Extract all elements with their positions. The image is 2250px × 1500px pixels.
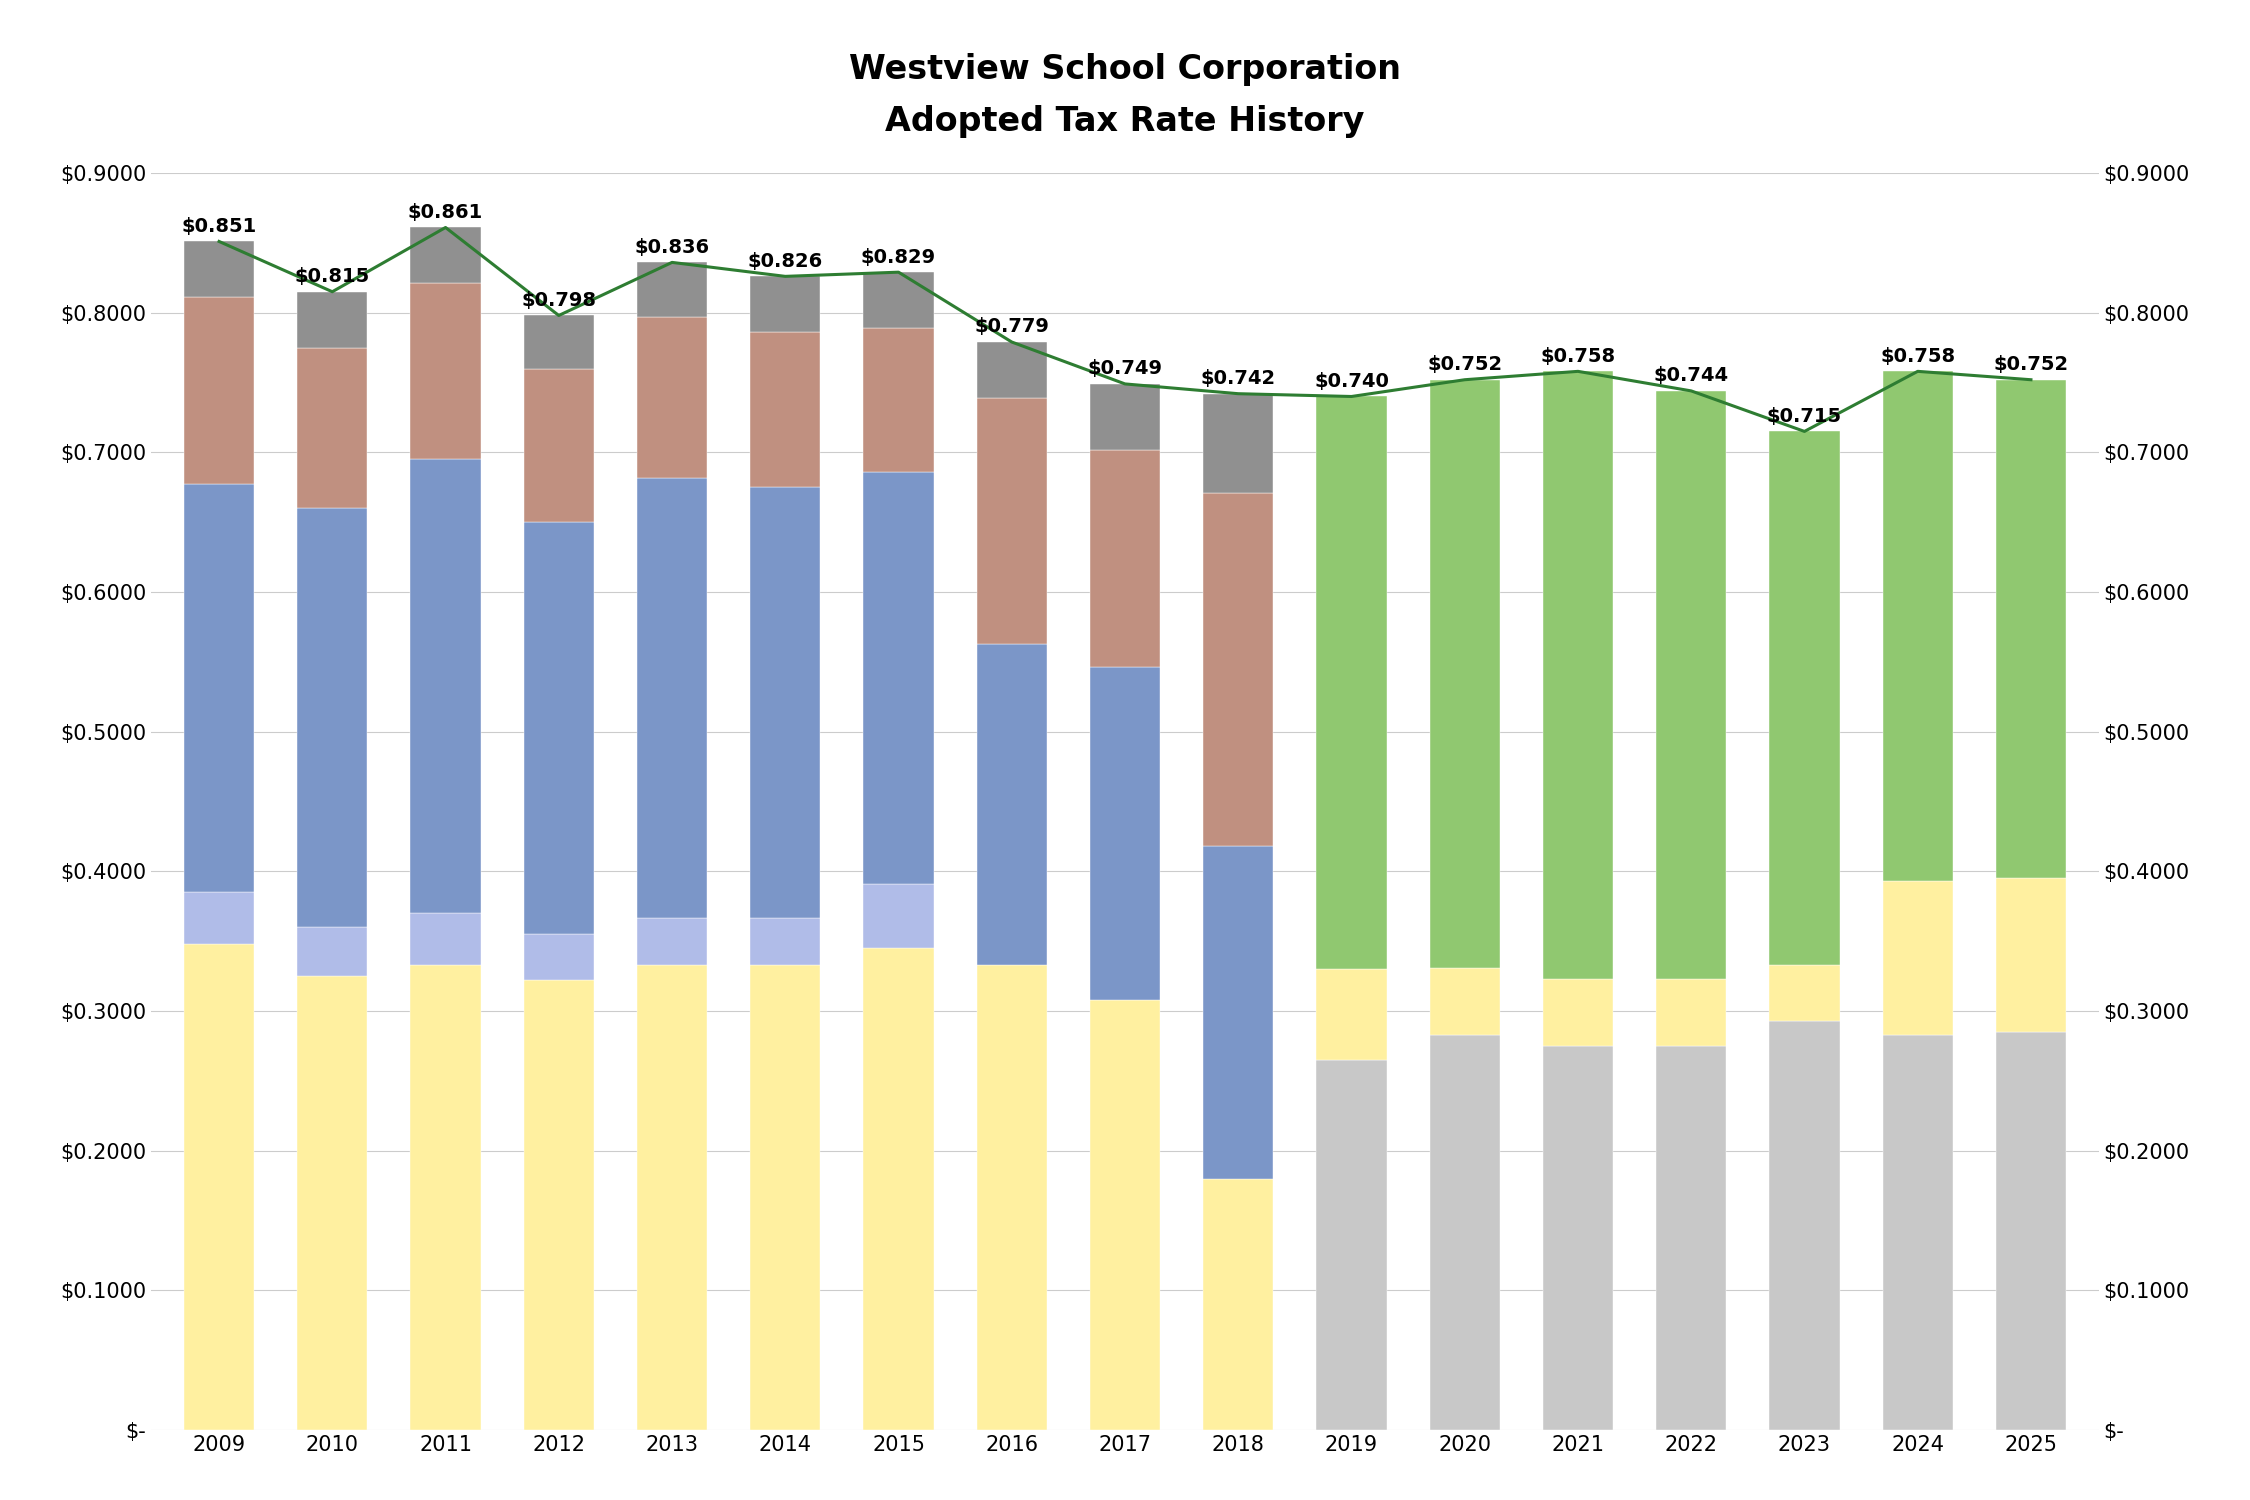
Bar: [976, 342, 1046, 398]
Bar: [1768, 432, 1840, 964]
Text: $0.752: $0.752: [1994, 356, 2068, 374]
Text: $0.744: $0.744: [1654, 366, 1728, 386]
Bar: [976, 644, 1046, 964]
Bar: [184, 944, 254, 1430]
Text: Adopted Tax Rate History: Adopted Tax Rate History: [884, 105, 1366, 138]
Bar: [864, 884, 934, 948]
Bar: [1996, 380, 2066, 879]
Bar: [524, 369, 594, 522]
Bar: [297, 509, 367, 927]
Bar: [976, 964, 1046, 1430]
Bar: [1089, 384, 1161, 450]
Bar: [297, 976, 367, 1430]
Bar: [1429, 968, 1501, 1035]
Bar: [976, 398, 1046, 644]
Bar: [184, 242, 254, 297]
Text: Westview School Corporation: Westview School Corporation: [848, 53, 1402, 86]
Text: $0.798: $0.798: [522, 291, 596, 310]
Bar: [1204, 393, 1273, 494]
Text: $0.740: $0.740: [1314, 372, 1388, 392]
Bar: [1089, 1000, 1161, 1430]
Bar: [1656, 392, 1726, 980]
Text: $0.758: $0.758: [1541, 346, 1616, 366]
Bar: [1204, 494, 1273, 846]
Bar: [1768, 1022, 1840, 1430]
Bar: [1544, 980, 1613, 1046]
Text: $0.742: $0.742: [1202, 369, 1276, 388]
Bar: [864, 472, 934, 884]
Text: $0.749: $0.749: [1087, 360, 1163, 378]
Bar: [749, 488, 821, 918]
Bar: [637, 316, 706, 477]
Bar: [1089, 668, 1161, 1000]
Bar: [1544, 372, 1613, 980]
Text: $0.758: $0.758: [1881, 346, 1955, 366]
Bar: [637, 262, 706, 316]
Bar: [1316, 969, 1386, 1060]
Bar: [1656, 1046, 1726, 1430]
Bar: [864, 328, 934, 472]
Text: $0.779: $0.779: [974, 318, 1048, 336]
Bar: [410, 228, 482, 284]
Bar: [749, 332, 821, 488]
Bar: [637, 477, 706, 918]
Bar: [524, 522, 594, 934]
Bar: [749, 918, 821, 964]
Text: $0.861: $0.861: [407, 202, 484, 222]
Bar: [297, 927, 367, 976]
Bar: [637, 918, 706, 964]
Bar: [1883, 1035, 1953, 1430]
Bar: [1204, 846, 1273, 1179]
Text: $0.815: $0.815: [295, 267, 369, 286]
Bar: [1204, 1179, 1273, 1430]
Text: $0.715: $0.715: [1766, 406, 1843, 426]
Bar: [410, 459, 482, 914]
Bar: [1316, 396, 1386, 969]
Bar: [410, 914, 482, 964]
Text: $0.836: $0.836: [634, 238, 709, 256]
Bar: [524, 315, 594, 369]
Bar: [1316, 1060, 1386, 1430]
Bar: [1089, 450, 1161, 668]
Bar: [184, 484, 254, 892]
Bar: [637, 964, 706, 1430]
Bar: [1768, 964, 1840, 1022]
Bar: [184, 297, 254, 484]
Bar: [184, 892, 254, 944]
Bar: [749, 276, 821, 332]
Bar: [524, 934, 594, 981]
Text: $0.826: $0.826: [747, 252, 824, 272]
Bar: [297, 291, 367, 348]
Bar: [864, 948, 934, 1430]
Bar: [1883, 372, 1953, 880]
Text: $0.829: $0.829: [862, 248, 936, 267]
Bar: [864, 272, 934, 328]
Bar: [297, 348, 367, 508]
Bar: [1996, 879, 2066, 1032]
Bar: [1429, 1035, 1501, 1430]
Bar: [1544, 1046, 1613, 1430]
Bar: [1883, 880, 1953, 1035]
Bar: [749, 964, 821, 1430]
Text: $0.752: $0.752: [1426, 356, 1503, 374]
Bar: [1996, 1032, 2066, 1430]
Bar: [1429, 380, 1501, 968]
Bar: [410, 284, 482, 459]
Bar: [410, 964, 482, 1430]
Bar: [524, 981, 594, 1430]
Text: $0.851: $0.851: [182, 217, 256, 236]
Bar: [1656, 980, 1726, 1046]
